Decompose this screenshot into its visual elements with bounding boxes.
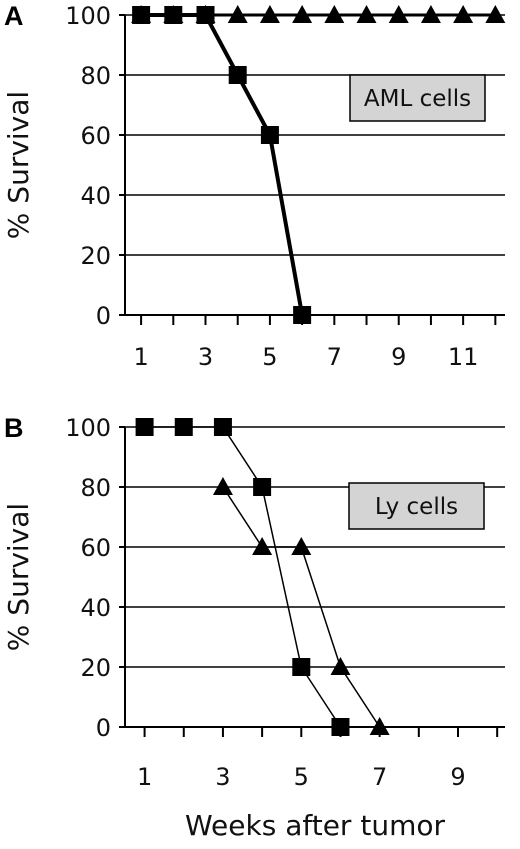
marker-triangle [485, 5, 506, 23]
marker-triangle [453, 5, 474, 23]
marker-square [253, 478, 272, 496]
marker-triangle [227, 5, 248, 23]
y-tick-label: 100 [65, 414, 111, 442]
marker-triangle [330, 657, 351, 675]
x-tick-label: 7 [372, 763, 387, 791]
marker-triangle [388, 5, 409, 23]
annotation-label: Ly cells [375, 494, 458, 520]
annotation-label: AML cells [364, 86, 471, 112]
panel-letter: A [4, 1, 24, 31]
y-tick-label: 0 [96, 714, 111, 742]
x-tick-label: 7 [327, 343, 342, 371]
x-tick-label: 1 [133, 343, 148, 371]
y-tick-label: 0 [96, 302, 111, 330]
x-tick-label: 11 [448, 343, 479, 371]
y-axis-title: % Survival [2, 503, 35, 651]
marker-triangle [131, 5, 152, 23]
series-triangle [212, 477, 390, 735]
panel-a: 0 20 40 60 80 100 1 3 5 7 9 11 % Survival A AML cells [2, 1, 506, 371]
series-line [141, 13, 305, 316]
marker-square [213, 418, 232, 436]
y-axis-title: % Survival [2, 91, 35, 239]
marker-triangle [324, 5, 345, 23]
y-tick-label: 80 [80, 62, 111, 90]
y-tick-label: 40 [80, 182, 111, 210]
series-triangle [131, 5, 506, 23]
marker-square [228, 66, 247, 84]
marker-triangle [369, 717, 390, 735]
marker-square [293, 306, 312, 324]
series-square [132, 6, 312, 324]
x-tick-label: 5 [294, 763, 309, 791]
marker-triangle [292, 5, 313, 23]
marker-square [331, 718, 350, 736]
x-tick-label: 3 [215, 763, 230, 791]
x-tick-label: 9 [450, 763, 465, 791]
annotation-box [349, 74, 486, 122]
annotation-box [348, 482, 485, 530]
marker-triangle [212, 477, 233, 495]
y-tick-label: 40 [80, 594, 111, 622]
marker-triangle [195, 5, 216, 23]
x-tick-label: 3 [198, 343, 213, 371]
y-tick-label: 20 [80, 242, 111, 270]
x-axis-title: Weeks after tumor [185, 809, 445, 842]
marker-square [174, 418, 193, 436]
marker-square [260, 126, 279, 144]
y-tick-label: 80 [80, 474, 111, 502]
marker-triangle [163, 5, 184, 23]
marker-triangle [420, 5, 441, 23]
marker-triangle [252, 537, 273, 555]
y-tick-label: 60 [80, 534, 111, 562]
marker-square [292, 658, 311, 676]
y-tick-label: 60 [80, 122, 111, 150]
x-tick-label: 1 [137, 763, 152, 791]
marker-triangle [259, 5, 280, 23]
series-square [135, 418, 350, 736]
marker-triangle [291, 537, 312, 555]
marker-triangle [356, 5, 377, 23]
x-tick-label: 5 [262, 343, 277, 371]
x-tick-label: 9 [391, 343, 406, 371]
y-tick-label: 100 [65, 2, 111, 30]
panel-letter: B [4, 413, 24, 443]
marker-square [135, 418, 154, 436]
y-tick-label: 20 [80, 654, 111, 682]
panel-b: 0 20 40 60 80 100 1 3 5 7 9 % Survival Weeks after t… [2, 413, 505, 842]
